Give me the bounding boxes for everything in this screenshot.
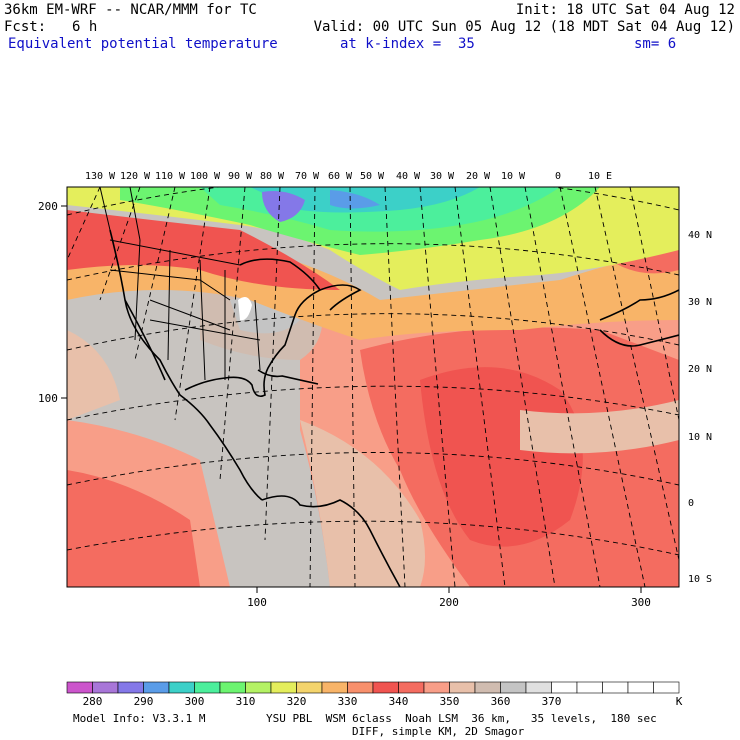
colorbar <box>66 681 680 694</box>
colorbar-swatch <box>270 681 297 694</box>
grid-ticks <box>61 205 642 593</box>
colorbar-tick-label: 320 <box>286 695 307 708</box>
colorbar-unit: K <box>675 695 683 708</box>
grid-x-label: 200 <box>439 596 459 609</box>
colorbar-swatch <box>500 681 527 694</box>
longitude-label: 100 W <box>190 171 221 182</box>
smoothing-label: sm= 6 <box>634 36 677 52</box>
longitude-label: 60 W <box>328 171 353 182</box>
grid-x-label: 300 <box>631 596 651 609</box>
longitude-label: 10 W <box>501 171 526 182</box>
longitude-label: 90 W <box>228 171 253 182</box>
colorbar-swatch <box>398 681 425 694</box>
longitude-label: 120 W <box>120 171 151 182</box>
latitude-label: 10 S <box>688 574 712 585</box>
forecast-hour: 6 h <box>72 19 98 35</box>
colorbar-swatch <box>551 681 578 694</box>
colorbar-tick-label: 330 <box>337 695 358 708</box>
valid-time: Valid: 00 UTC Sun 05 Aug 12 (18 MDT Sat … <box>313 19 735 35</box>
colorbar-tick-label: 300 <box>184 695 205 708</box>
colorbar-swatch <box>449 681 476 694</box>
grid-x-label: 100 <box>247 596 267 609</box>
longitude-label: 20 W <box>466 171 491 182</box>
colorbar-tick-label: 280 <box>82 695 103 708</box>
colorbar-swatch <box>143 681 170 694</box>
longitude-label: 50 W <box>360 171 385 182</box>
colorbar-swatch <box>576 681 603 694</box>
latitude-label: 40 N <box>688 230 712 241</box>
colorbar-tick-label: 350 <box>439 695 460 708</box>
map-frame <box>66 186 680 588</box>
colorbar-swatch <box>194 681 221 694</box>
latitude-label: 30 N <box>688 297 712 308</box>
diffusion-info: DIFF, simple KM, 2D Smagor <box>352 725 525 738</box>
longitude-label: 30 W <box>430 171 455 182</box>
colorbar-swatch <box>92 681 119 694</box>
colorbar-swatch <box>347 681 374 694</box>
longitude-label: 110 W <box>155 171 186 182</box>
longitude-label: 10 E <box>588 171 612 182</box>
model-info: Model Info: V3.3.1 M <box>73 712 206 725</box>
colorbar-tick-label: 310 <box>235 695 256 708</box>
colorbar-swatch <box>525 681 552 694</box>
colorbar-swatch <box>219 681 246 694</box>
colorbar-swatch <box>602 681 629 694</box>
field-name: Equivalent potential temperature <box>8 36 278 52</box>
colorbar-tick-label: 340 <box>388 695 409 708</box>
forecast-label: Fcst: <box>4 19 47 35</box>
colorbar-swatch <box>321 681 348 694</box>
colorbar-swatch <box>653 681 680 694</box>
latitude-label: 10 N <box>688 432 712 443</box>
colorbar-tick-label: 360 <box>490 695 511 708</box>
colorbar-swatch <box>372 681 399 694</box>
grid-index-labels: 200 100 100 200 300 <box>38 200 651 609</box>
grid-y-label: 100 <box>38 392 58 405</box>
colorbar-swatch <box>474 681 501 694</box>
level-label: at k-index = 35 <box>340 36 475 52</box>
latitude-label: 20 N <box>688 364 712 375</box>
colorbar-swatch <box>66 681 93 694</box>
longitude-label: 80 W <box>260 171 285 182</box>
theta-e-field <box>67 187 679 587</box>
longitude-label: 0 <box>555 171 561 182</box>
colorbar-swatch <box>423 681 450 694</box>
colorbar-swatch <box>296 681 323 694</box>
init-time: Init: 18 UTC Sat 04 Aug 12 <box>515 2 735 18</box>
latitude-label: 0 <box>688 498 694 509</box>
longitude-label: 130 W <box>85 171 116 182</box>
longitude-labels: 130 W 120 W 110 W 100 W 90 W 80 W 70 W 60 W 50 W… <box>85 171 612 182</box>
colorbar-swatch <box>117 681 144 694</box>
model-title: 36km EM-WRF -- NCAR/MMM for TC <box>4 2 257 18</box>
colorbar-tick-label: 290 <box>133 695 154 708</box>
colorbar-swatch <box>627 681 654 694</box>
physics-info: YSU PBL WSM 6class Noah LSM 36 km, 35 le… <box>266 712 657 725</box>
grid-y-label: 200 <box>38 200 58 213</box>
longitude-label: 70 W <box>295 171 320 182</box>
colorbar-tick-label: 370 <box>541 695 562 708</box>
latitude-labels: 40 N 30 N 20 N 10 N 0 10 S <box>688 230 712 585</box>
colorbar-swatch <box>245 681 272 694</box>
colorbar-swatch <box>168 681 195 694</box>
longitude-label: 40 W <box>396 171 421 182</box>
